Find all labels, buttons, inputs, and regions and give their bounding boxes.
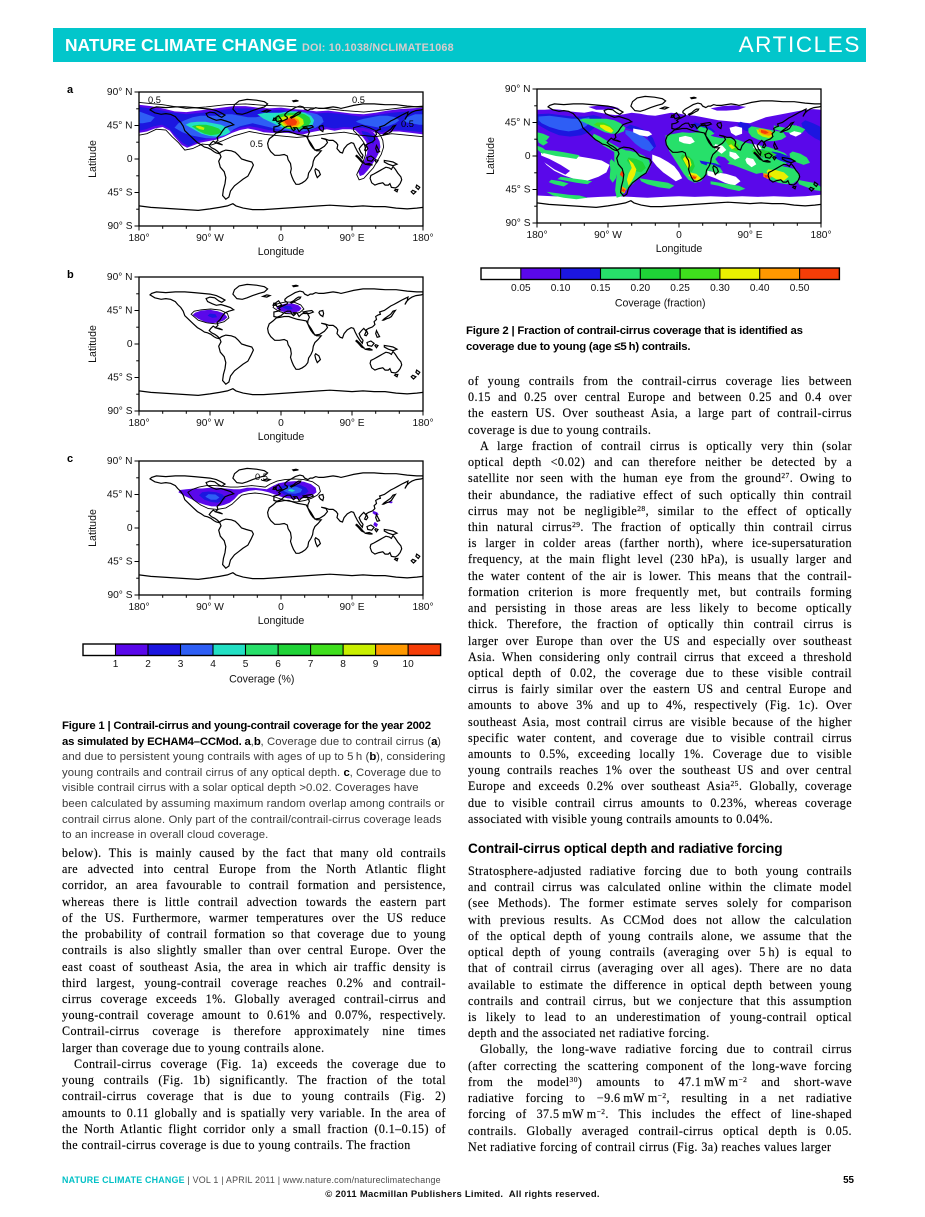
svg-text:90° E: 90° E <box>339 418 364 429</box>
svg-text:45° N: 45° N <box>107 121 133 132</box>
svg-text:8: 8 <box>340 659 346 670</box>
svg-text:Longitude: Longitude <box>258 431 305 443</box>
svg-text:4: 4 <box>210 659 216 670</box>
svg-text:90° N: 90° N <box>505 84 531 95</box>
svg-text:0: 0 <box>278 602 284 613</box>
svg-text:90° N: 90° N <box>107 87 133 98</box>
svg-text:45° S: 45° S <box>505 185 530 196</box>
svg-text:90° E: 90° E <box>339 233 364 244</box>
svg-text:Coverage (%): Coverage (%) <box>229 674 294 686</box>
svg-text:180°: 180° <box>412 418 433 429</box>
svg-text:6: 6 <box>275 659 281 670</box>
svg-text:90° W: 90° W <box>196 233 224 244</box>
svg-text:Longitude: Longitude <box>656 243 703 255</box>
svg-text:180°: 180° <box>128 418 149 429</box>
svg-text:0.10: 0.10 <box>551 283 571 294</box>
svg-text:Latitude: Latitude <box>87 509 99 547</box>
svg-text:90° S: 90° S <box>505 218 530 229</box>
svg-text:0.05: 0.05 <box>511 283 531 294</box>
svg-text:90° E: 90° E <box>339 602 364 613</box>
svg-text:0: 0 <box>127 154 133 165</box>
svg-text:Latitude: Latitude <box>485 137 497 175</box>
svg-text:180°: 180° <box>412 233 433 244</box>
svg-text:0.5: 0.5 <box>401 119 414 129</box>
svg-text:Longitude: Longitude <box>258 246 305 258</box>
svg-text:180°: 180° <box>810 230 831 241</box>
svg-text:Latitude: Latitude <box>87 140 99 178</box>
svg-text:45° N: 45° N <box>505 118 531 129</box>
svg-text:0: 0 <box>127 339 133 350</box>
svg-text:0.25: 0.25 <box>670 283 690 294</box>
svg-text:0: 0 <box>278 233 284 244</box>
svg-text:45° S: 45° S <box>107 188 132 199</box>
svg-text:180°: 180° <box>128 233 149 244</box>
svg-text:90° N: 90° N <box>107 456 133 467</box>
svg-text:3: 3 <box>178 659 184 670</box>
svg-text:180°: 180° <box>128 602 149 613</box>
svg-text:0.15: 0.15 <box>591 283 611 294</box>
svg-text:0: 0 <box>278 418 284 429</box>
svg-text:0.50: 0.50 <box>790 283 810 294</box>
svg-text:0.5: 0.5 <box>352 95 365 105</box>
svg-text:Longitude: Longitude <box>258 615 305 627</box>
svg-text:90° W: 90° W <box>196 418 224 429</box>
svg-text:2: 2 <box>145 659 151 670</box>
svg-text:0.30: 0.30 <box>710 283 730 294</box>
svg-text:180°: 180° <box>412 602 433 613</box>
svg-text:Coverage (fraction): Coverage (fraction) <box>615 298 706 310</box>
svg-text:90° E: 90° E <box>737 230 762 241</box>
svg-text:90° S: 90° S <box>107 406 132 417</box>
svg-text:90° W: 90° W <box>594 230 622 241</box>
svg-text:90° S: 90° S <box>107 221 132 232</box>
svg-text:90° W: 90° W <box>196 602 224 613</box>
svg-text:180°: 180° <box>526 230 547 241</box>
svg-text:90° N: 90° N <box>107 272 133 283</box>
svg-text:0.20: 0.20 <box>630 283 650 294</box>
svg-text:0: 0 <box>676 230 682 241</box>
svg-text:45° S: 45° S <box>107 557 132 568</box>
svg-text:0.5: 0.5 <box>250 139 263 149</box>
svg-text:7: 7 <box>308 659 314 670</box>
svg-text:10: 10 <box>402 659 414 670</box>
svg-text:45° N: 45° N <box>107 490 133 501</box>
svg-text:45° N: 45° N <box>107 306 133 317</box>
svg-text:0.40: 0.40 <box>750 283 770 294</box>
svg-text:1: 1 <box>113 659 119 670</box>
svg-text:0: 0 <box>127 523 133 534</box>
svg-text:45° S: 45° S <box>107 373 132 384</box>
svg-text:5: 5 <box>243 659 249 670</box>
svg-text:Latitude: Latitude <box>87 325 99 363</box>
svg-text:0: 0 <box>525 151 531 162</box>
svg-text:0.5: 0.5 <box>255 472 268 482</box>
svg-text:90° S: 90° S <box>107 590 132 601</box>
svg-text:9: 9 <box>373 659 379 670</box>
svg-text:0.5: 0.5 <box>148 95 161 105</box>
